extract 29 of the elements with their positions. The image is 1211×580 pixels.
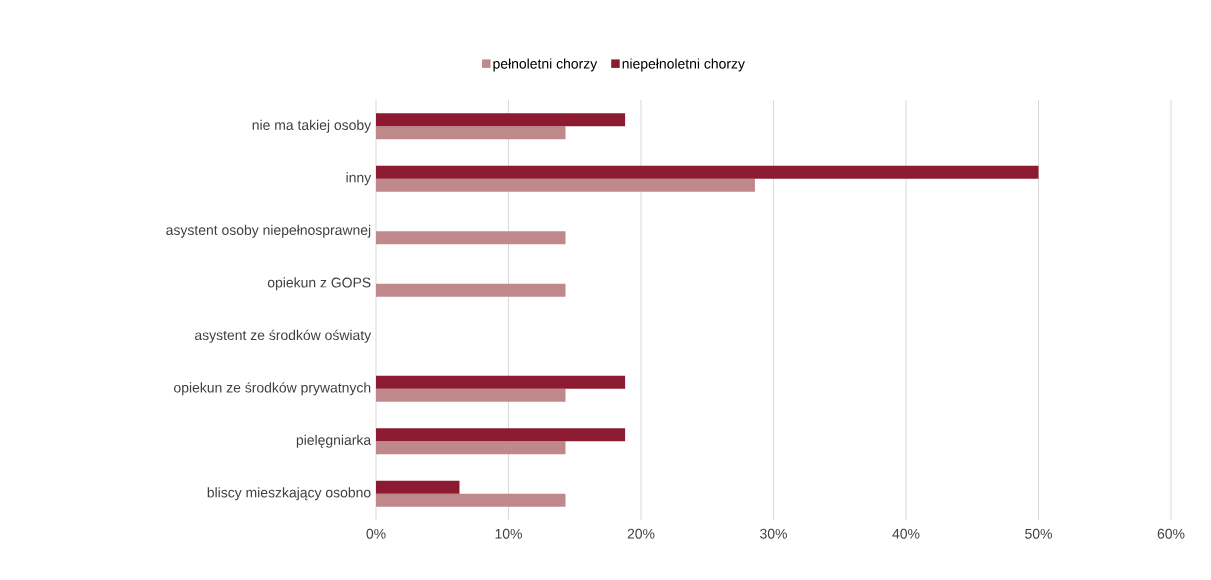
legend-label: pełnoletni chorzy	[493, 58, 598, 72]
x-tick-label: 20%	[627, 528, 655, 539]
y-tick-label: asystent osoby niepełnosprawnej	[166, 224, 371, 238]
y-tick-label: bliscy mieszkający osobno	[207, 487, 371, 501]
y-tick-label: opiekun z GOPS	[267, 277, 371, 291]
bar	[376, 113, 626, 127]
bar	[376, 231, 566, 245]
x-tick-label: 60%	[1157, 528, 1185, 539]
y-tick-label: opiekun ze środków prywatnych	[174, 382, 371, 396]
x-tick-label: 10%	[495, 528, 522, 539]
bar	[376, 375, 626, 389]
bar	[376, 388, 566, 402]
y-tick-label: nie ma takiej osoby	[252, 119, 372, 133]
x-tick-label: 50%	[1025, 528, 1052, 539]
bar	[376, 165, 1039, 179]
bar	[376, 283, 566, 297]
bar	[376, 441, 566, 455]
bar	[376, 126, 566, 140]
bar	[376, 178, 755, 192]
y-tick-label: asystent ze środków oświaty	[195, 329, 372, 343]
bar	[376, 493, 566, 507]
x-tick-label: 0%	[366, 528, 386, 539]
y-tick-label: inny	[346, 172, 372, 186]
legend-label: niepełnoletni chorzy	[622, 58, 745, 72]
x-tick-label: 30%	[760, 528, 787, 539]
bar	[376, 428, 626, 442]
y-tick-label: pielęgniarka	[296, 434, 372, 448]
x-tick-label: 40%	[892, 528, 920, 539]
bar	[376, 480, 460, 494]
